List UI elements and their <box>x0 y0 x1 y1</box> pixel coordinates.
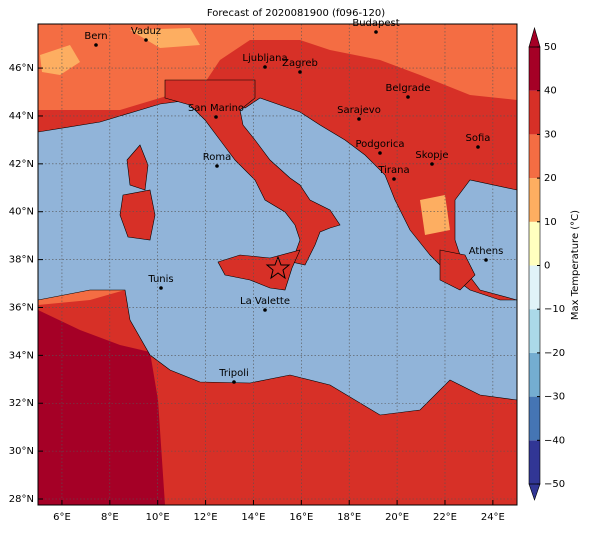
colorbar-tick-label: −10 <box>544 304 565 315</box>
city-dot <box>392 177 396 181</box>
y-tick-label: 28°N <box>9 494 34 505</box>
city-dot <box>214 115 218 119</box>
colorbar-tick-label: 30 <box>544 129 557 140</box>
x-tick-label: 20°E <box>385 512 409 523</box>
map-area <box>38 24 517 505</box>
city-dot <box>298 70 302 74</box>
graticule <box>38 24 517 505</box>
city-dot <box>215 164 219 168</box>
city-dot <box>94 43 98 47</box>
colorbar-band <box>529 221 540 266</box>
city-label: Budapest <box>352 18 399 29</box>
x-tick-label: 22°E <box>433 512 457 523</box>
colorbar-band <box>529 396 540 441</box>
colorbar-tick-label: −50 <box>544 479 565 490</box>
colorbar-tick-label: −20 <box>544 348 565 359</box>
city-dot <box>430 162 434 166</box>
city-label: San Marino <box>188 103 244 114</box>
y-tick-label: 38°N <box>9 255 34 266</box>
colorbar <box>528 26 541 501</box>
city-label: Skopje <box>415 150 448 161</box>
corsica <box>126 144 149 191</box>
city-label: Zagreb <box>282 58 318 69</box>
y-tick-label: 30°N <box>9 446 34 457</box>
colorbar-band <box>529 265 540 310</box>
city-label: Athens <box>469 246 504 257</box>
mild-patch <box>420 195 450 235</box>
hot-region <box>38 310 165 505</box>
x-tick-label: 16°E <box>289 512 313 523</box>
mild-patch <box>40 45 80 75</box>
y-tick-label: 44°N <box>9 111 34 122</box>
city-dot <box>374 30 378 34</box>
colorbar-extend-low <box>528 483 541 501</box>
city-label: Roma <box>203 152 232 163</box>
city-label: La Valette <box>240 296 290 307</box>
city-label: Sarajevo <box>337 105 381 116</box>
city-label: Sofia <box>466 133 491 144</box>
x-tick-label: 14°E <box>241 512 265 523</box>
y-tick-label: 46°N <box>9 63 34 74</box>
colorbar-tick-label: 0 <box>544 261 550 272</box>
city-dot <box>232 380 236 384</box>
city-label: Tripoli <box>218 368 249 379</box>
x-tick-label: 18°E <box>337 512 361 523</box>
city-dot <box>476 145 480 149</box>
x-tick-label: 8°E <box>101 512 119 523</box>
city-label: Tirana <box>377 165 409 176</box>
city-dot <box>406 95 410 99</box>
city-dot <box>263 65 267 69</box>
x-tick-label: 12°E <box>194 512 218 523</box>
y-tick-label: 34°N <box>9 350 34 361</box>
colorbar-band <box>529 440 540 484</box>
x-tick-label: 10°E <box>146 512 170 523</box>
city-label: Tunis <box>147 274 173 285</box>
city-dot <box>159 286 163 290</box>
colorbar-band <box>529 134 540 179</box>
city-label: Bern <box>84 31 107 42</box>
colorbar-band <box>529 90 540 135</box>
colorbar-tick-label: −30 <box>544 392 565 403</box>
map-frame <box>37 23 518 506</box>
city-dot <box>378 151 382 155</box>
city-dot <box>263 308 267 312</box>
x-tick-label: 24°E <box>481 512 505 523</box>
colorbar-band <box>529 47 540 91</box>
colorbar-tick-label: −40 <box>544 435 565 446</box>
city-dot <box>484 258 488 262</box>
peloponnese <box>439 249 476 291</box>
sardinia <box>119 189 156 241</box>
mild-patch <box>130 28 200 48</box>
city-label: Vaduz <box>131 26 161 37</box>
title: Forecast of 2020081900 (f096-120) <box>207 8 385 19</box>
city-label: Ljubljana <box>242 53 287 64</box>
colorbar-band <box>529 178 540 222</box>
y-tick-label: 32°N <box>9 398 34 409</box>
city-label: Podgorica <box>355 139 404 150</box>
colorbar-band <box>529 309 540 353</box>
y-tick-label: 40°N <box>9 207 34 218</box>
colorbar-tick-label: 50 <box>544 42 557 53</box>
y-tick-label: 42°N <box>9 159 34 170</box>
city-dot <box>144 38 148 42</box>
y-tick-label: 36°N <box>9 302 34 313</box>
colorbar-label: Max Temperature (°C) <box>570 210 581 320</box>
colorbar-tick-label: 10 <box>544 217 557 228</box>
city-label: Belgrade <box>386 83 431 94</box>
colorbar-tick-label: 20 <box>544 173 557 184</box>
star-marker <box>265 255 291 280</box>
x-tick-label: 6°E <box>53 512 71 523</box>
colorbar-band <box>529 352 540 397</box>
colorbar-tick-label: 40 <box>544 86 557 97</box>
colorbar-extend-high <box>528 26 541 48</box>
city-dot <box>357 117 361 121</box>
italy <box>164 79 341 266</box>
